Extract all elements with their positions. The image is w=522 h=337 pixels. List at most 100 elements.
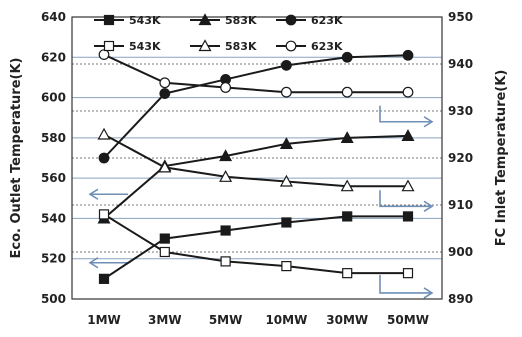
data-point-triangle [158, 160, 172, 173]
arrow-left-head [88, 257, 99, 269]
data-point-triangle [97, 127, 111, 140]
data-point-square [342, 268, 353, 279]
legend-entry: 543K [94, 40, 161, 53]
arrow-right-head [423, 200, 434, 213]
data-point-triangle [198, 39, 212, 52]
right-tick-label: 940 [448, 57, 473, 71]
data-point-circle [159, 77, 171, 89]
data-point-circle [98, 152, 110, 164]
data-point-triangle [219, 170, 233, 182]
left-tick-label: 540 [41, 211, 66, 225]
data-point-circle [341, 51, 353, 63]
data-point-triangle [279, 174, 293, 187]
legend-label: 623K [311, 14, 343, 27]
x-tick-label: 1MW [87, 313, 121, 327]
series-group [97, 49, 415, 284]
legend-label: 623K [311, 40, 343, 53]
data-point-square [220, 225, 231, 236]
data-point-triangle [279, 137, 293, 149]
left-tick-label: 560 [41, 171, 66, 185]
right-axis-ticks: 890 900 910 920 930 940 950 [448, 10, 473, 306]
data-point-square [220, 256, 231, 267]
axis-indicator-arrows [88, 105, 434, 299]
data-point-square [103, 40, 115, 52]
data-point-square [342, 211, 353, 222]
left-axis-ticks: 500 520 540 560 580 600 620 640 [41, 10, 66, 306]
right-tick-label: 890 [448, 292, 473, 306]
series-line [103, 134, 409, 220]
legend-label: 543K [129, 40, 161, 53]
legend-label: 583K [225, 40, 257, 53]
legend-label: 583K [225, 14, 257, 27]
plot-frame [71, 16, 443, 300]
legend-entry: 623K [276, 14, 343, 27]
data-point-circle [281, 86, 292, 98]
data-point-square [281, 261, 292, 272]
data-point-circle [341, 86, 353, 98]
x-tick-label: 10MW [265, 313, 307, 327]
data-point-circle [220, 82, 232, 93]
data-point-circle [281, 59, 292, 71]
left-tick-label: 580 [41, 131, 66, 145]
right-tick-label: 930 [448, 104, 473, 118]
right-axis-title: FC Inlet Temperature(K) [494, 70, 509, 247]
series-right-543K-open-square [98, 209, 414, 279]
series-line [103, 53, 408, 94]
legend-entry: 583K [190, 13, 257, 27]
data-point-triangle [219, 149, 233, 162]
data-point-circle [159, 88, 171, 99]
data-point-square [159, 246, 170, 258]
data-point-triangle [340, 131, 354, 143]
data-point-square [98, 273, 110, 284]
legend-entry: 543K [94, 14, 161, 27]
data-point-square [281, 217, 292, 228]
data-point-triangle [340, 179, 354, 192]
right-tick-label: 920 [448, 151, 473, 165]
legend-entry: 583K [190, 39, 257, 53]
arrow-right-head [423, 287, 434, 299]
data-point-circle [285, 40, 297, 52]
series-right-583K-open-triangle [97, 127, 415, 192]
x-tick-label: 3MW [148, 313, 182, 327]
data-point-square [159, 233, 170, 244]
right-tick-label: 900 [448, 245, 473, 259]
data-point-square [402, 268, 414, 279]
series-line [103, 213, 408, 275]
arrow-right-shaft [379, 190, 432, 208]
left-tick-label: 520 [41, 252, 66, 266]
legend-entry: 623K [276, 40, 343, 53]
series-line [103, 54, 409, 159]
series-line [103, 133, 408, 188]
data-point-circle [98, 49, 110, 60]
left-tick-label: 640 [41, 10, 66, 24]
data-point-triangle [401, 179, 415, 192]
x-tick-label: 5MW [209, 313, 243, 327]
left-tick-label: 500 [41, 292, 66, 306]
data-point-square [98, 209, 110, 220]
arrow-right-shaft [379, 274, 432, 294]
legend: 543K 583K 623K 543K 583K 623K [94, 13, 343, 53]
series-right-623K-open-circle [98, 49, 414, 98]
right-tick-label: 910 [448, 198, 473, 212]
x-tick-label: 50MW [387, 313, 429, 327]
data-point-triangle [401, 129, 415, 141]
data-point-triangle [198, 13, 212, 26]
data-point-circle [402, 86, 414, 98]
arrow-right-head [423, 116, 434, 128]
data-point-square [402, 211, 414, 222]
right-tick-label: 950 [448, 10, 473, 24]
left-tick-label: 600 [41, 91, 66, 105]
x-tick-label: 30MW [326, 313, 368, 327]
arrow-left-head [88, 188, 99, 200]
data-point-square [103, 14, 115, 26]
arrow-right-shaft [379, 105, 432, 123]
data-point-circle [285, 14, 297, 26]
data-point-circle [402, 49, 414, 61]
series-left-623K-filled-circle [98, 49, 414, 164]
left-tick-label: 620 [41, 50, 66, 64]
left-axis-title: Eco. Outlet Temperature(K) [9, 58, 24, 259]
legend-label: 543K [129, 14, 161, 27]
x-axis-ticks: 1MW 3MW 5MW 10MW 30MW 50MW [87, 313, 429, 327]
